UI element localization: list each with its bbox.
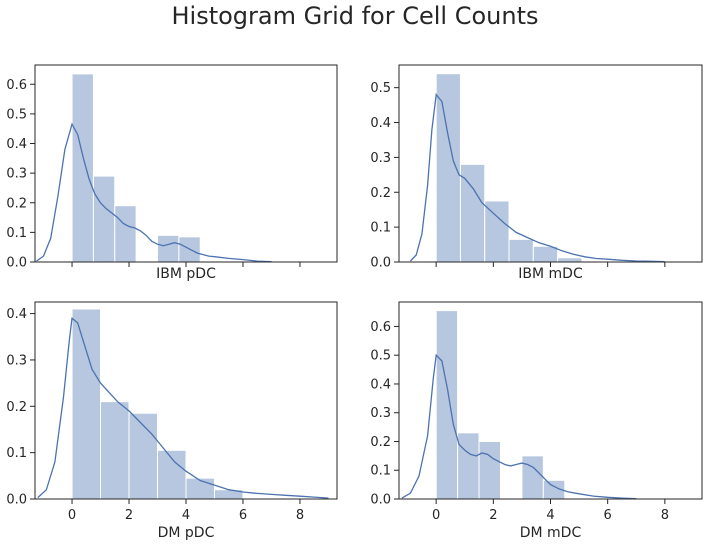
y-tick-label: 0.5 (370, 81, 391, 96)
x-tick-label: 8 (296, 508, 304, 523)
histogram-bar (114, 205, 137, 263)
y-tick-label: 0.4 (6, 137, 27, 152)
y-tick-label: 0.2 (6, 400, 27, 415)
histogram-panel-1: 0.0 0.1 0.2 0.3 0.4 0.5 0.6 IBM pDC (6, 64, 338, 282)
y-tick-label: 0.0 (6, 493, 27, 508)
y-tick-label: 0.2 (6, 196, 27, 211)
x-axis-label: IBM mDC (518, 266, 583, 282)
y-tick-label: 0.3 (6, 353, 27, 368)
kde-line (409, 93, 665, 263)
histogram-bar (71, 73, 94, 263)
histogram-bar (478, 440, 501, 500)
x-tick-label: 2 (489, 508, 497, 523)
y-tick-label: 0.3 (6, 167, 27, 182)
y-tick-label: 0.1 (370, 221, 391, 236)
histogram-panel-4: 0.0 0.1 0.2 0.3 0.4 0.5 0.6 0 2 4 6 8 DM mDC (370, 301, 703, 541)
y-tick-label: 0.3 (370, 151, 391, 166)
x-tick-label: 0 (432, 508, 440, 523)
x-tick-label: 6 (239, 508, 247, 523)
histogram-panel-2: 0.0 0.1 0.2 0.3 0.4 0.5 IBM mDC (370, 64, 703, 282)
histogram-bar (532, 245, 559, 263)
histogram-bar (521, 455, 544, 500)
y-tick-label: 0.3 (370, 406, 391, 421)
y-tick-label: 0.1 (370, 464, 391, 479)
y-tick-label: 0.4 (6, 307, 27, 322)
histogram-bar (92, 175, 116, 263)
x-tick-label: 4 (182, 508, 190, 523)
y-tick-label: 0.4 (370, 377, 391, 392)
histogram-panel-3: 0.0 0.1 0.2 0.3 0.4 0 2 4 6 8 DM pDC (6, 301, 338, 541)
y-tick-label: 0.0 (6, 256, 27, 271)
kde-line (37, 316, 329, 499)
kde-line (401, 353, 637, 500)
x-tick-label: 4 (546, 508, 554, 523)
histogram-bar (157, 234, 180, 263)
y-tick-label: 0.1 (6, 226, 27, 241)
x-axis-label: DM mDC (520, 525, 582, 541)
histogram-bar (100, 401, 130, 500)
y-tick-label: 0.6 (6, 78, 27, 93)
y-tick-label: 0.1 (6, 446, 27, 461)
y-tick-label: 0.2 (370, 186, 391, 201)
histogram-bar (557, 257, 583, 263)
x-tick-label: 8 (661, 508, 669, 523)
x-tick-label: 2 (125, 508, 133, 523)
y-tick-label: 0.6 (370, 320, 391, 335)
x-axis-label: DM pDC (158, 525, 215, 541)
histogram-bar (71, 308, 102, 500)
y-tick-label: 0.2 (370, 435, 391, 450)
y-tick-label: 0.0 (370, 256, 391, 271)
x-tick-label: 6 (604, 508, 612, 523)
histogram-bar (185, 477, 215, 500)
figure-title: Histogram Grid for Cell Counts (171, 2, 539, 30)
y-tick-label: 0.4 (370, 116, 391, 131)
histogram-bar (459, 163, 486, 263)
kde-line (36, 122, 272, 263)
x-axis-label: IBM pDC (156, 266, 216, 282)
y-tick-label: 0.5 (370, 349, 391, 364)
histogram-bar (435, 310, 459, 500)
histogram-bar (457, 432, 480, 500)
histogram-bar (484, 200, 510, 263)
histogram-bar (508, 238, 534, 263)
x-tick-label: 0 (68, 508, 76, 523)
y-tick-label: 0.5 (6, 107, 27, 122)
histogram-bar (128, 412, 159, 500)
y-tick-label: 0.0 (370, 493, 391, 508)
